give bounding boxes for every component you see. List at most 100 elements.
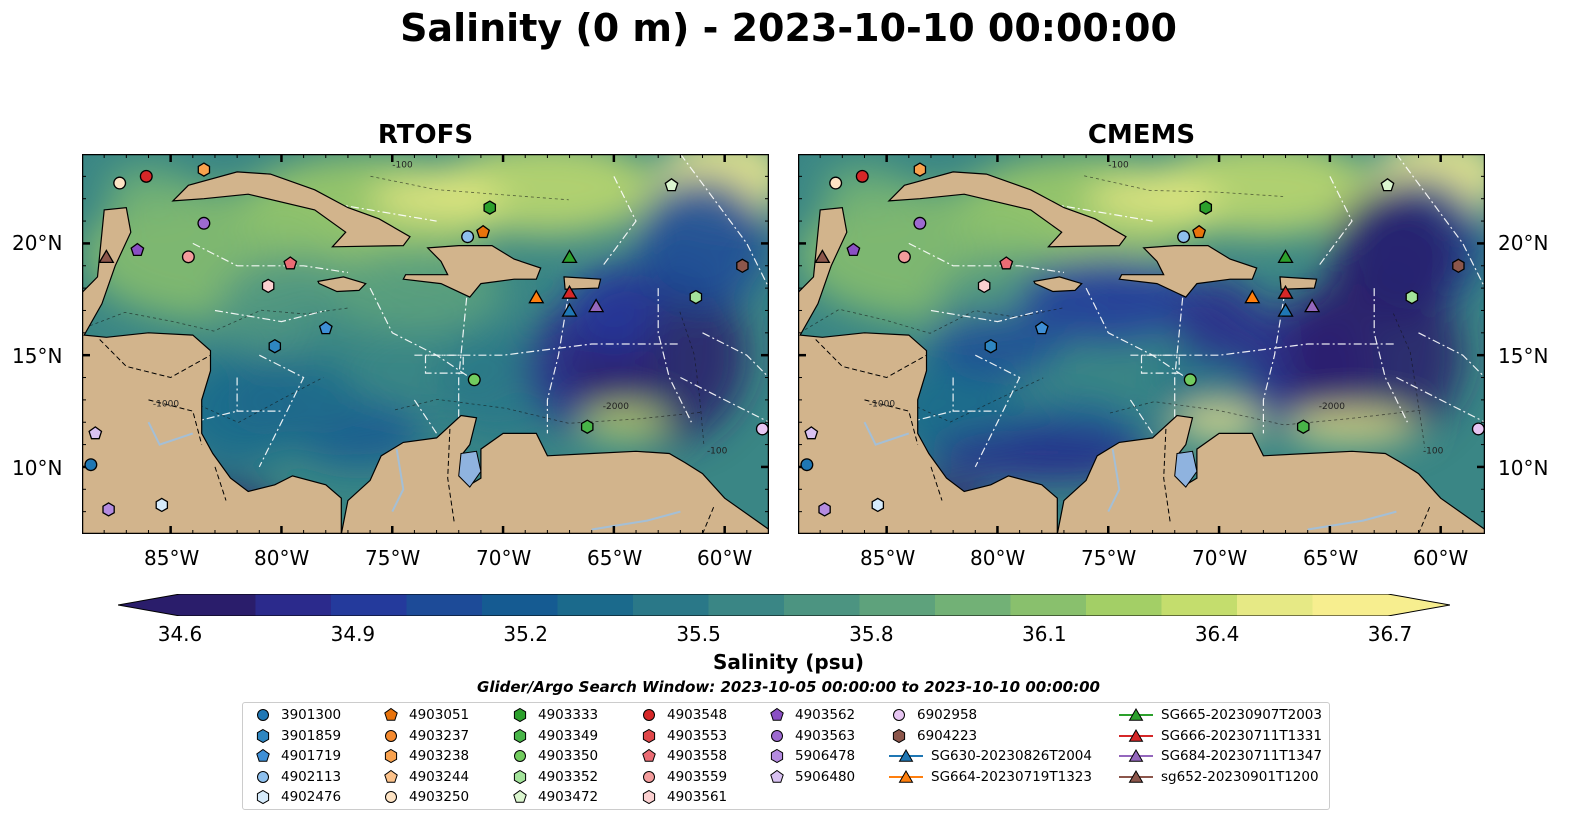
legend: 3901300 3901859 4901719 4902113 4902476 49030…	[242, 702, 1330, 810]
legend-marker-icon	[513, 789, 527, 803]
legend-marker-icon	[385, 729, 397, 742]
float-marker-4901719	[1034, 321, 1049, 335]
float-marker-SG630-20230826T2004	[561, 302, 578, 317]
legend-item: 6904223	[889, 726, 977, 746]
lat-label-20n-left: 20°N	[12, 231, 63, 255]
lon-label-70w: 70°W	[1192, 546, 1248, 570]
float-marker-5906480	[88, 426, 103, 440]
lon-label-70w: 70°W	[476, 546, 532, 570]
legend-item: 4903558	[639, 746, 727, 766]
legend-marker-icon	[256, 789, 270, 805]
legend-marker-icon	[514, 750, 526, 762]
colorbar-segment	[482, 594, 558, 616]
float-marker-5906480	[804, 426, 819, 440]
lat-label-15n-right: 15°N	[1498, 344, 1549, 368]
legend-item: SG664-20230719T1323	[889, 767, 1092, 787]
float-marker-4903558	[999, 256, 1014, 270]
legend-label: 4903548	[667, 707, 728, 723]
contour-label: -100	[707, 447, 728, 457]
colorbar-segment	[1237, 594, 1313, 616]
float-marker-4903051	[476, 224, 491, 239]
legend-marker-icon	[889, 749, 923, 762]
legend-item: 4903244	[381, 767, 469, 787]
map-frame	[81, 153, 770, 535]
lon-axis-rtofs: 85°W 80°W 75°W 70°W 65°W 60°W	[82, 546, 769, 572]
map-frame	[797, 153, 1486, 535]
float-marker-5906478	[818, 502, 831, 517]
map-panel-cmems: -100 -1000 -2000 -100	[797, 153, 1486, 535]
float-marker-SG664-20230719T1323	[1244, 289, 1261, 304]
float-marker-4903472	[1380, 177, 1395, 192]
float-marker-4903350	[1183, 373, 1197, 387]
contour-label: -2000	[1319, 402, 1345, 412]
legend-marker-icon	[385, 791, 397, 803]
colorbar-segment	[1312, 594, 1389, 616]
float-marker-4903238	[197, 162, 211, 177]
legend-item: SG684-20230711T1347	[1119, 746, 1322, 766]
lon-label-80w: 80°W	[254, 546, 310, 570]
colorbar-ticks: 34.6 34.9 35.2 35.5 35.8 36.1 36.4 36.7	[158, 622, 1413, 648]
float-marker-SG630-20230826T2004	[1277, 302, 1294, 317]
legend-marker-icon	[384, 769, 398, 783]
float-marker-4903349	[1296, 419, 1310, 434]
legend-item: 4903350	[510, 746, 598, 766]
legend-item: SG630-20230826T2004	[889, 746, 1092, 766]
contour-label: -100	[1108, 160, 1129, 170]
colorbar-segment	[784, 594, 860, 616]
float-marker-4903548	[139, 169, 153, 183]
colorbar-segment	[406, 594, 483, 616]
legend-item: 4902476	[253, 787, 341, 807]
legend-label: 4903250	[409, 789, 470, 805]
float-marker-SG684-20230711T1347	[1304, 298, 1321, 313]
legend-item: SG666-20230711T1331	[1119, 726, 1322, 746]
legend-label: 4903051	[409, 707, 470, 723]
lon-label-65w: 65°W	[587, 546, 643, 570]
panel-title-cmems: CMEMS	[1087, 120, 1196, 150]
colorbar-segment	[633, 594, 709, 616]
float-marker-4903559	[897, 250, 911, 264]
map-panel-rtofs: -100 -1000 -2000 -100	[81, 153, 770, 535]
float-marker-4902113	[461, 230, 475, 244]
lon-axis-cmems: 85°W 80°W 75°W 70°W 65°W 60°W	[798, 546, 1485, 572]
lon-label-60w: 60°W	[697, 546, 753, 570]
legend-marker-icon	[770, 707, 784, 721]
float-marker-3901859	[984, 338, 998, 354]
colorbar	[117, 593, 1451, 617]
legend-marker-icon	[642, 748, 656, 762]
float-marker-SG665-20230907T2003	[1277, 249, 1294, 264]
legend-marker-icon	[256, 728, 270, 743]
legend-label: 5906478	[795, 748, 856, 764]
legend-label: 4903558	[667, 748, 728, 764]
colorbar-tick: 35.2	[503, 622, 548, 646]
legend-marker-icon	[770, 748, 784, 764]
contour-label: -2000	[603, 402, 629, 412]
legend-item: 6902958	[889, 705, 977, 725]
contour-label: -100	[392, 160, 413, 170]
lat-label-20n-right: 20°N	[1498, 231, 1549, 255]
legend-marker-icon	[642, 728, 656, 743]
colorbar-tick: 36.4	[1194, 622, 1240, 646]
legend-item: 5906480	[767, 767, 855, 787]
colorbar-segment	[859, 594, 936, 616]
legend-label: 4903563	[795, 727, 856, 744]
search-window-text: Glider/Argo Search Window: 2023-10-05 00…	[477, 678, 1100, 696]
salinity-field: -100 -1000 -2000 -100	[82, 154, 769, 534]
legend-item: 4903349	[510, 726, 598, 746]
colorbar-segment	[255, 594, 332, 616]
float-marker-4902476	[155, 497, 169, 513]
figure-title: Salinity (0 m) - 2023-10-10 00:00:00	[400, 6, 1177, 50]
legend-label: 4903352	[538, 768, 599, 785]
colorbar-tick: 34.6	[157, 622, 203, 646]
legend-item: 4903352	[510, 767, 598, 787]
colorbar-tick: 35.8	[849, 622, 894, 646]
land-mask	[798, 171, 1485, 534]
legend-label: 4903349	[538, 727, 599, 744]
legend-marker-icon	[770, 769, 784, 783]
lon-label-65w: 65°W	[1303, 546, 1359, 570]
salinity-field: -100 -1000 -2000 -100	[798, 154, 1485, 534]
colorbar-segment	[1010, 594, 1087, 616]
legend-label: 4903238	[409, 748, 470, 764]
legend-marker-icon	[892, 728, 906, 743]
float-marker-4903333	[483, 200, 497, 215]
float-marker-SG666-20230711T1331	[1277, 284, 1294, 299]
